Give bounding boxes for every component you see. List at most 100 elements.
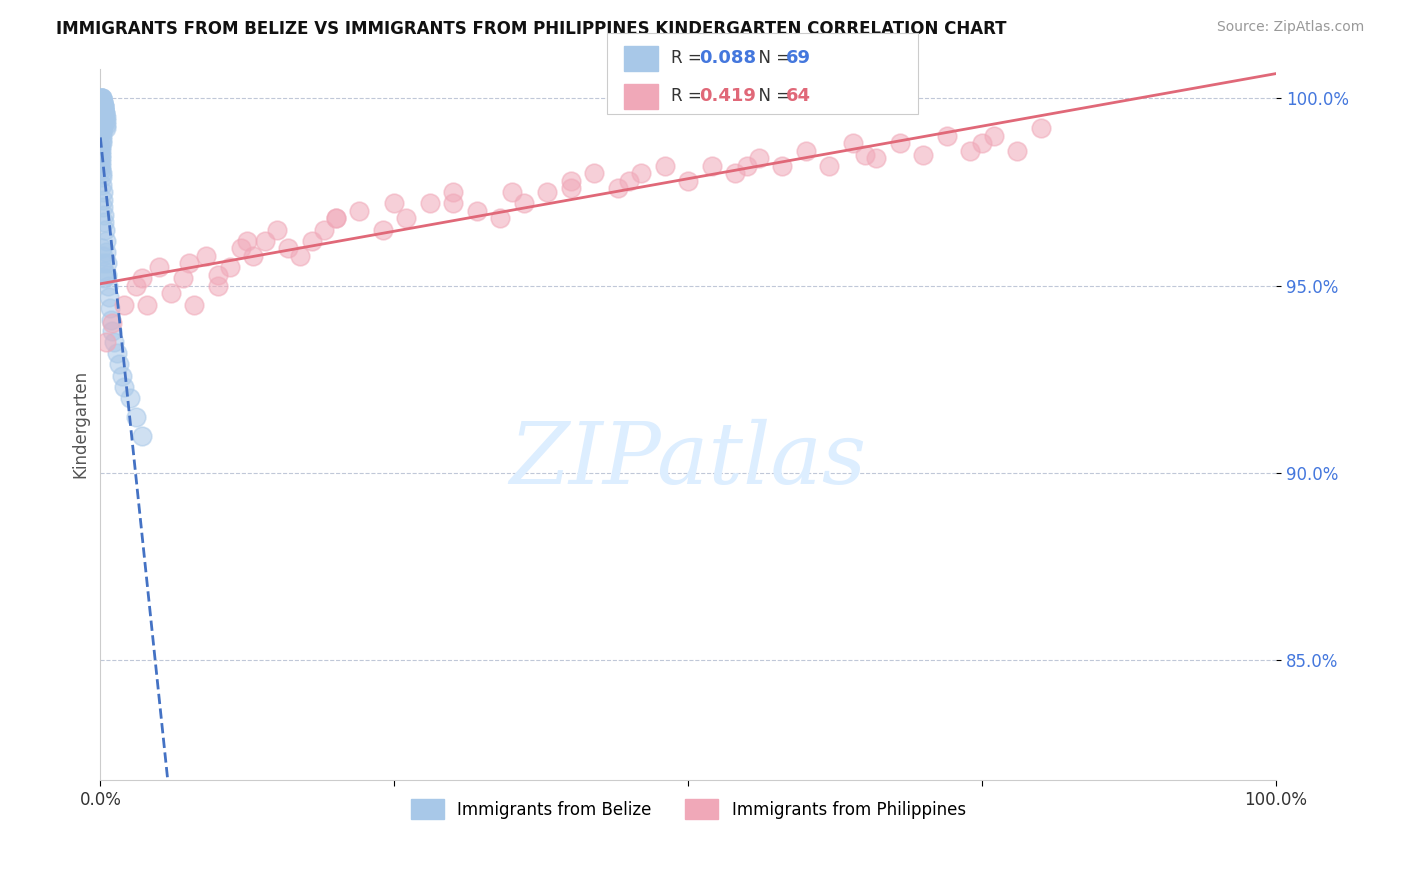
Point [312, 222, 335, 236]
Point [748, 152, 770, 166]
Point [90, 136, 112, 151]
Point [96, 268, 118, 282]
Point [735, 159, 758, 173]
Point [93, 208, 115, 222]
Point [512, 196, 534, 211]
Point [93, 99, 115, 113]
Text: 0.088: 0.088 [699, 49, 756, 68]
Point [93, 103, 115, 117]
Point [91, 121, 114, 136]
Point [97, 290, 120, 304]
Point [136, 297, 159, 311]
Point [96, 121, 118, 136]
Point [177, 256, 200, 270]
Text: IMMIGRANTS FROM BELIZE VS IMMIGRANTS FROM PHILIPPINES KINDERGARTEN CORRELATION C: IMMIGRANTS FROM BELIZE VS IMMIGRANTS FRO… [56, 20, 1007, 37]
Point [441, 185, 464, 199]
Point [108, 358, 131, 372]
Point [131, 428, 153, 442]
Point [91, 249, 114, 263]
Point [90, 91, 112, 105]
Point [207, 268, 229, 282]
Point [91, 95, 114, 110]
Point [619, 174, 641, 188]
Point [290, 249, 312, 263]
Point [676, 174, 699, 188]
Point [93, 106, 115, 120]
Point [853, 147, 876, 161]
Point [90, 155, 112, 169]
Point [912, 147, 935, 161]
Point [842, 136, 865, 151]
Point [231, 241, 253, 255]
Point [560, 181, 582, 195]
Point [94, 110, 117, 124]
Point [148, 260, 170, 274]
Text: ZIPatlas: ZIPatlas [509, 418, 866, 501]
Point [172, 271, 194, 285]
Point [501, 185, 523, 199]
Point [236, 234, 259, 248]
Point [1007, 144, 1029, 158]
Point [100, 312, 122, 326]
Point [118, 391, 141, 405]
Point [90, 91, 112, 105]
Point [347, 203, 370, 218]
Y-axis label: Kindergarten: Kindergarten [72, 370, 89, 478]
Point [91, 114, 114, 128]
Point [183, 297, 205, 311]
Point [101, 324, 124, 338]
Point [465, 203, 488, 218]
Point [935, 128, 957, 143]
Point [983, 128, 1005, 143]
Point [110, 368, 132, 383]
Point [91, 128, 114, 143]
Point [91, 95, 114, 110]
Point [91, 125, 114, 139]
Point [972, 136, 994, 151]
Point [630, 166, 652, 180]
Point [94, 114, 117, 128]
Point [606, 181, 628, 195]
Point [91, 193, 114, 207]
Point [266, 222, 288, 236]
Point [242, 249, 264, 263]
Text: 0.419: 0.419 [699, 87, 755, 105]
Point [105, 346, 128, 360]
Point [131, 271, 153, 285]
Point [94, 106, 117, 120]
Point [91, 99, 114, 113]
Text: R =: R = [671, 87, 707, 105]
Point [395, 211, 418, 226]
Point [959, 144, 981, 158]
Point [560, 174, 582, 188]
Point [93, 99, 115, 113]
Point [94, 110, 117, 124]
Legend: Immigrants from Belize, Immigrants from Philippines: Immigrants from Belize, Immigrants from … [404, 793, 973, 825]
Point [195, 249, 218, 263]
Point [93, 110, 115, 124]
Point [90, 159, 112, 173]
Point [112, 297, 135, 311]
Point [724, 166, 747, 180]
Point [382, 196, 405, 211]
Text: Source: ZipAtlas.com: Source: ZipAtlas.com [1216, 20, 1364, 34]
Point [536, 185, 558, 199]
Point [794, 144, 817, 158]
Point [94, 106, 117, 120]
Point [93, 264, 115, 278]
Point [160, 286, 183, 301]
Text: N =: N = [748, 49, 796, 68]
Point [124, 409, 146, 424]
Point [207, 278, 229, 293]
Point [818, 159, 841, 173]
Point [94, 234, 117, 248]
Point [93, 271, 115, 285]
Point [91, 185, 114, 199]
Point [654, 159, 676, 173]
Point [97, 278, 120, 293]
Point [489, 211, 512, 226]
Text: R =: R = [671, 49, 707, 68]
Point [889, 136, 911, 151]
Point [1029, 121, 1052, 136]
Point [371, 222, 394, 236]
